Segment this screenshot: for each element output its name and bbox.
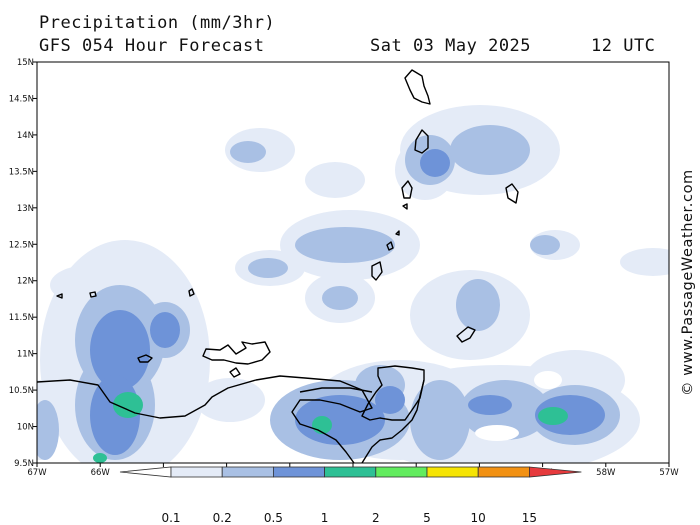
lat-label: 14N <box>17 131 34 141</box>
lon-label: 57W <box>659 468 679 478</box>
lat-label: 14.5N <box>9 94 34 104</box>
lon-label: 58W <box>596 468 616 478</box>
legend-bin <box>221 466 274 478</box>
lat-label: 12N <box>17 277 34 287</box>
legend-bin <box>272 466 325 478</box>
legend-threshold-label: 2 <box>372 511 380 525</box>
legend-threshold-label: 0.2 <box>213 511 232 525</box>
legend-arrow-low <box>119 466 172 478</box>
legend-threshold-label: 1 <box>321 511 329 525</box>
tobago-coastline <box>456 326 476 343</box>
forecast-time: 12 UTC <box>591 36 656 56</box>
legend-bin <box>426 466 479 478</box>
lat-label: 13N <box>17 204 34 214</box>
latitude-axis: 15N 14.5N 14N 13.5N 13N 12.5N 12N 11.5N 11N 10.5N… <box>9 58 37 469</box>
precipitation-fields <box>37 69 669 463</box>
legend-bin <box>170 466 223 478</box>
legend-threshold-label: 15 <box>522 511 537 525</box>
trinidad-coastline <box>361 365 425 421</box>
lat-label: 11.5N <box>9 313 34 323</box>
legend-threshold-label: 10 <box>471 511 486 525</box>
lon-label: 66W <box>91 468 111 478</box>
paria-peninsula <box>299 387 373 393</box>
venezuela-coastline <box>37 375 373 463</box>
carriacou-island <box>386 241 394 251</box>
martinique-coastline <box>404 69 431 105</box>
legend-bin <box>477 466 530 478</box>
grenada-coastline <box>371 261 383 281</box>
los-roques-island <box>89 291 97 298</box>
lat-label: 12.5N <box>9 240 34 250</box>
lon-label: 67W <box>27 468 47 478</box>
orchila-island <box>56 293 63 299</box>
legend-threshold-label: 0.5 <box>264 511 283 525</box>
tortuga-island <box>137 354 153 363</box>
precipitation-legend: 0.1 0.2 0.5 1 2 5 10 15 <box>119 466 582 525</box>
map-title: Precipitation (mm/3hr) <box>39 13 276 33</box>
grenadines-islet-a <box>395 230 400 236</box>
credit-text: © www.PassageWeather.com <box>680 169 696 396</box>
legend-threshold-label: 0.1 <box>161 511 180 525</box>
lat-label: 15N <box>17 58 34 68</box>
st-lucia-coastline <box>414 129 429 154</box>
legend-bin <box>324 466 377 478</box>
grenadines-islet-b <box>402 203 408 210</box>
forecast-date: Sat 03 May 2025 <box>370 36 532 56</box>
lat-label: 10N <box>17 423 34 433</box>
blanquilla-island <box>188 288 195 297</box>
coche-island <box>229 367 241 378</box>
lat-label: 13.5N <box>9 167 34 177</box>
legend-arrow-high <box>529 466 582 478</box>
lat-label: 10.5N <box>9 386 34 396</box>
precip-gaps <box>475 371 562 441</box>
st-vincent-coastline <box>401 180 413 199</box>
lat-label: 11N <box>17 350 34 360</box>
barbados-coastline <box>505 183 519 204</box>
lat-label: 9.5N <box>14 459 34 469</box>
forecast-label: GFS 054 Hour Forecast <box>39 36 265 56</box>
legend-threshold-label: 5 <box>423 511 431 525</box>
legend-bin <box>375 466 428 478</box>
margarita-island <box>202 341 271 365</box>
coastlines <box>37 69 519 463</box>
